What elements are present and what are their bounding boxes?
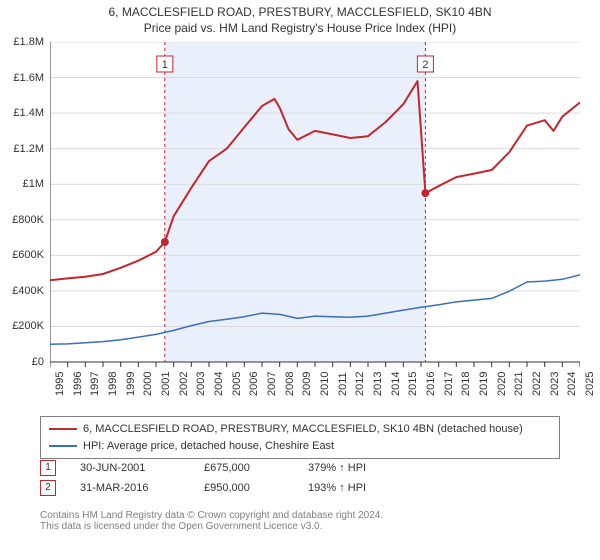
x-tick-label: 2011	[337, 372, 349, 396]
marker-pct: 193% ↑ HPI	[308, 482, 408, 494]
svg-text:2: 2	[422, 59, 428, 71]
x-tick-label: 1997	[89, 372, 101, 396]
x-tick-label: 2008	[284, 372, 296, 396]
x-tick-label: 2009	[301, 372, 313, 396]
marker-price: £675,000	[204, 462, 284, 474]
chart-svg: 12	[50, 42, 580, 392]
x-tick-label: 1999	[125, 372, 137, 396]
x-tick-label: 2022	[531, 372, 543, 396]
x-tick-label: 2005	[231, 372, 243, 396]
marker-pct: 379% ↑ HPI	[308, 462, 408, 474]
x-tick-label: 2023	[549, 372, 561, 396]
y-tick-label: £1M	[2, 178, 44, 190]
x-tick-label: 2007	[266, 372, 278, 396]
marker-date: 31-MAR-2016	[80, 482, 180, 494]
marker-index-box: 1	[40, 460, 56, 476]
y-tick-label: £400K	[2, 285, 44, 297]
y-tick-label: £0	[2, 356, 44, 368]
y-tick-label: £800K	[2, 214, 44, 226]
footnote-block: Contains HM Land Registry data © Crown c…	[40, 510, 383, 532]
x-tick-label: 2006	[248, 372, 260, 396]
chart-area: 12 £0£200K£400K£600K£800K£1M£1.2M£1.4M£1…	[50, 42, 580, 392]
x-tick-label: 2014	[390, 372, 402, 396]
x-tick-label: 2021	[513, 372, 525, 396]
footnote-line1: Contains HM Land Registry data © Crown c…	[40, 510, 383, 521]
x-tick-label: 2015	[407, 372, 419, 396]
x-tick-label: 2001	[160, 372, 172, 396]
marker-price: £950,000	[204, 482, 284, 494]
x-tick-label: 2003	[195, 372, 207, 396]
x-tick-label: 2017	[443, 372, 455, 396]
svg-text:1: 1	[162, 59, 168, 71]
y-tick-label: £1.4M	[2, 107, 44, 119]
x-tick-label: 2025	[584, 372, 596, 396]
marker-table-row: 1 30-JUN-2001 £675,000 379% ↑ HPI	[40, 460, 408, 476]
y-tick-label: £1.6M	[2, 72, 44, 84]
x-tick-label: 1996	[72, 372, 84, 396]
legend-box: 6, MACCLESFIELD ROAD, PRESTBURY, MACCLES…	[40, 416, 560, 459]
marker-date: 30-JUN-2001	[80, 462, 180, 474]
y-tick-label: £200K	[2, 320, 44, 332]
legend-row: 6, MACCLESFIELD ROAD, PRESTBURY, MACCLES…	[49, 421, 551, 438]
x-tick-label: 2018	[460, 372, 472, 396]
chart-title-line2: Price paid vs. HM Land Registry's House …	[0, 20, 600, 36]
footnote-line2: This data is licensed under the Open Gov…	[40, 521, 383, 532]
y-tick-label: £1.8M	[2, 36, 44, 48]
marker-table: 1 30-JUN-2001 £675,000 379% ↑ HPI 2 31-MAR-20…	[40, 460, 408, 500]
marker-index-box: 2	[40, 480, 56, 496]
x-tick-label: 2000	[142, 372, 154, 396]
x-tick-label: 2013	[372, 372, 384, 396]
legend-swatch	[49, 445, 77, 447]
x-tick-label: 1995	[54, 372, 66, 396]
x-tick-label: 2010	[319, 372, 331, 396]
x-tick-label: 2002	[178, 372, 190, 396]
chart-title-line1: 6, MACCLESFIELD ROAD, PRESTBURY, MACCLES…	[0, 4, 600, 20]
chart-title-block: 6, MACCLESFIELD ROAD, PRESTBURY, MACCLES…	[0, 0, 600, 36]
x-tick-label: 2020	[496, 372, 508, 396]
x-tick-label: 2012	[354, 372, 366, 396]
legend-label: 6, MACCLESFIELD ROAD, PRESTBURY, MACCLES…	[83, 421, 523, 438]
x-tick-label: 2016	[425, 372, 437, 396]
x-tick-label: 1998	[107, 372, 119, 396]
x-tick-label: 2024	[566, 372, 578, 396]
legend-row: HPI: Average price, detached house, Ches…	[49, 438, 551, 455]
marker-table-row: 2 31-MAR-2016 £950,000 193% ↑ HPI	[40, 480, 408, 496]
y-tick-label: £600K	[2, 249, 44, 261]
x-tick-label: 2019	[478, 372, 490, 396]
y-tick-label: £1.2M	[2, 143, 44, 155]
legend-label: HPI: Average price, detached house, Ches…	[83, 438, 334, 455]
legend-swatch	[49, 428, 77, 430]
x-tick-label: 2004	[213, 372, 225, 396]
